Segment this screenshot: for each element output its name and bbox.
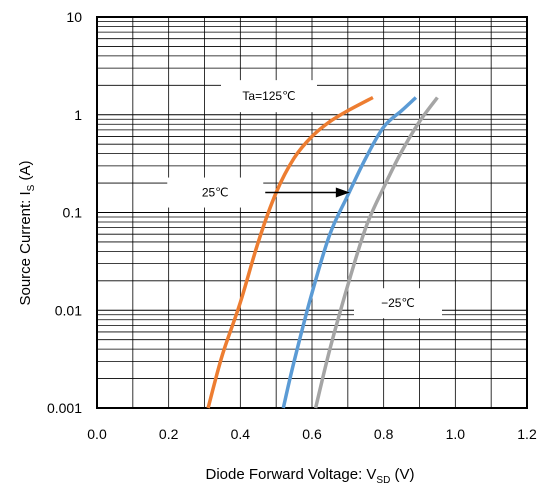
y-tick-label: 0.01 <box>55 302 82 318</box>
y-tick-labels: 0.001 0.01 0.1 1 10 <box>47 9 82 416</box>
y-tick-label: 0.001 <box>47 400 82 416</box>
annotation-box <box>167 177 264 208</box>
annotation-label: 25℃ <box>202 186 229 200</box>
annotation-layer: Ta=125℃ 25℃ −25℃ <box>167 80 442 319</box>
x-tick-label: 1.2 <box>517 426 537 442</box>
x-tick-label: 0.0 <box>87 426 107 442</box>
y-tick-label: 1 <box>74 107 82 123</box>
series-line <box>206 95 374 409</box>
annotation-box <box>354 288 442 319</box>
annotation-label: −25℃ <box>381 296 415 310</box>
annotation-box <box>221 80 317 113</box>
x-tick-label: 1.0 <box>446 426 466 442</box>
series-layer <box>206 95 439 409</box>
series-line <box>281 96 418 409</box>
plot-frame <box>96 16 528 409</box>
x-tick-label: 0.4 <box>231 426 251 442</box>
grid <box>97 17 527 408</box>
series-line <box>313 96 439 409</box>
x-axis-label: Diode Forward Voltage: VSD (V) <box>205 466 414 486</box>
x-tick-label: 0.2 <box>159 426 179 442</box>
x-tick-label: 0.8 <box>374 426 394 442</box>
annotation-arrow-head <box>335 187 350 198</box>
y-tick-label: 10 <box>66 9 82 25</box>
y-axis-label: Source Current: IS (A) <box>17 160 37 305</box>
y-tick-label: 0.1 <box>63 205 83 221</box>
annotation-label: Ta=125℃ <box>242 89 295 103</box>
x-tick-labels: 0.0 0.2 0.4 0.6 0.8 1.0 1.2 <box>87 426 537 442</box>
x-tick-label: 0.6 <box>302 426 322 442</box>
